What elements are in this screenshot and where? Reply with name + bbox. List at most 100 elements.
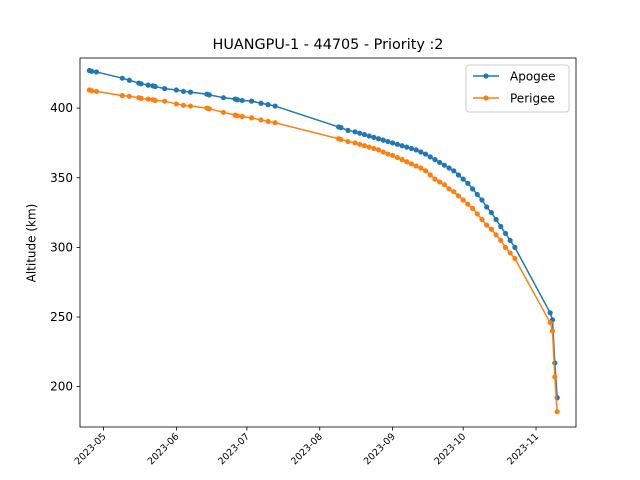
apogee-point bbox=[422, 151, 429, 157]
perigee-point bbox=[404, 159, 410, 165]
perigee-point bbox=[408, 161, 415, 167]
perigee-point bbox=[549, 328, 556, 334]
perigee-point bbox=[249, 115, 255, 121]
apogee-point bbox=[126, 77, 132, 83]
apogee-point bbox=[427, 154, 433, 160]
perigee-point bbox=[239, 113, 245, 120]
apogee-point bbox=[498, 223, 504, 230]
apogee-point bbox=[173, 87, 179, 93]
perigee-point bbox=[394, 154, 400, 161]
perigee-point bbox=[361, 143, 368, 149]
apogee-point bbox=[432, 157, 438, 163]
legend-perigee-marker bbox=[483, 95, 489, 101]
perigee-point bbox=[418, 165, 424, 171]
perigee-point bbox=[437, 179, 443, 185]
legend-apogee-label: Apogee bbox=[510, 70, 556, 84]
perigee-point bbox=[413, 163, 419, 169]
apogee-point bbox=[484, 204, 490, 210]
perigee-point bbox=[399, 157, 405, 163]
apogee-point bbox=[206, 92, 212, 98]
apogee-point bbox=[469, 186, 476, 192]
perigee-point bbox=[187, 103, 194, 109]
y-tick-label: 250 bbox=[50, 310, 73, 324]
perigee-point bbox=[441, 182, 447, 188]
apogee-point bbox=[234, 97, 241, 103]
perigee-point bbox=[493, 232, 499, 238]
apogee-point bbox=[187, 89, 194, 95]
apogee-point bbox=[220, 95, 226, 101]
apogee-point bbox=[493, 216, 499, 223]
perigee-point bbox=[455, 193, 462, 199]
perigee-point bbox=[145, 96, 151, 102]
perigee-point bbox=[498, 237, 504, 244]
apogee-point bbox=[258, 100, 264, 106]
apogee-point bbox=[394, 141, 400, 147]
apogee-point bbox=[371, 134, 377, 140]
perigee-point bbox=[479, 216, 485, 223]
series-layer bbox=[86, 67, 560, 415]
apogee-point bbox=[479, 197, 485, 203]
perigee-point bbox=[375, 147, 382, 153]
perigee-point bbox=[460, 197, 466, 203]
perigee-point bbox=[258, 117, 264, 123]
legend-perigee-label: Perigee bbox=[510, 92, 555, 106]
perigee-point bbox=[451, 189, 457, 195]
perigee-point bbox=[474, 211, 480, 217]
apogee-point bbox=[502, 230, 509, 237]
perigee-point bbox=[552, 374, 558, 380]
plot-frame bbox=[79, 57, 577, 428]
perigee-point bbox=[89, 88, 95, 94]
perigee-point bbox=[422, 168, 429, 174]
apogee-point bbox=[265, 102, 271, 108]
perigee-point bbox=[502, 244, 509, 250]
y-tick-label: 300 bbox=[50, 240, 73, 254]
perigee-point bbox=[488, 226, 494, 232]
apogee-point bbox=[249, 98, 255, 104]
apogee-point bbox=[451, 168, 457, 174]
perigee-point bbox=[512, 255, 518, 262]
perigee-point bbox=[432, 176, 438, 182]
apogee-point bbox=[375, 136, 382, 142]
perigee-point bbox=[554, 409, 560, 415]
apogee-point bbox=[162, 86, 168, 92]
perigee-point bbox=[469, 205, 476, 211]
apogee-point bbox=[413, 147, 419, 153]
y-axis-label: Altitude (km) bbox=[25, 204, 39, 283]
apogee-point bbox=[93, 69, 100, 75]
legend: Apogee Perigee bbox=[465, 64, 570, 113]
perigee-point bbox=[220, 109, 226, 115]
perigee-point bbox=[272, 120, 278, 126]
apogee-point bbox=[408, 145, 415, 152]
apogee-point bbox=[357, 130, 363, 136]
perigee-point bbox=[446, 186, 452, 192]
perigee-point bbox=[162, 98, 168, 104]
apogee-point bbox=[338, 125, 344, 131]
perigee-point bbox=[152, 97, 158, 104]
apogee-point bbox=[404, 144, 410, 150]
perigee-point bbox=[465, 201, 471, 207]
apogee-point bbox=[145, 82, 151, 88]
apogee-point bbox=[399, 143, 405, 149]
apogee-point bbox=[465, 180, 471, 186]
perigee-point bbox=[427, 172, 433, 178]
perigee-point bbox=[345, 138, 351, 145]
apogee-point bbox=[152, 83, 158, 90]
apogee-point bbox=[138, 81, 144, 87]
perigee-point bbox=[234, 113, 241, 119]
apogee-point bbox=[547, 310, 553, 316]
perigee-point bbox=[507, 250, 513, 256]
apogee-point bbox=[385, 138, 391, 145]
apogee-point bbox=[366, 133, 372, 139]
apogee-point bbox=[239, 97, 245, 104]
apogee-point bbox=[507, 237, 513, 244]
legend-apogee-marker bbox=[483, 73, 489, 79]
perigee-point bbox=[352, 140, 358, 146]
apogee-point bbox=[361, 131, 368, 138]
perigee-point bbox=[173, 101, 179, 107]
perigee-point bbox=[380, 149, 386, 155]
apogee-point bbox=[119, 75, 125, 81]
apogee-point bbox=[488, 209, 494, 216]
perigee-point bbox=[338, 136, 344, 143]
perigee-point bbox=[366, 144, 372, 150]
